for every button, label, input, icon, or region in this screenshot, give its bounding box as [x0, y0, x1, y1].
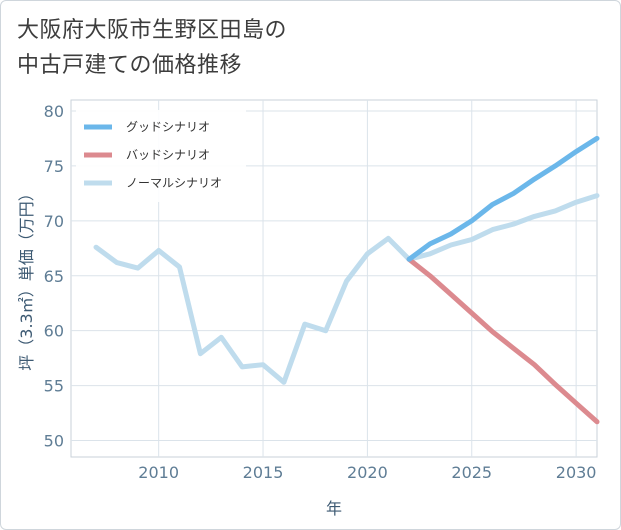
y-tick-label: 55: [44, 377, 64, 396]
legend-label-1: グッドシナリオ: [126, 120, 210, 134]
x-tick-label: 2025: [451, 463, 492, 482]
x-tick-label: 2015: [243, 463, 284, 482]
x-tick-label: 2030: [556, 463, 597, 482]
x-tick-label: 2020: [347, 463, 388, 482]
x-tick-labels: 2010 2015 2020 2025 2030: [138, 463, 596, 482]
y-tick-label: 65: [44, 267, 64, 286]
series-line-3: [93, 193, 600, 385]
y-tick-label: 80: [44, 102, 64, 121]
y-tick-label: 60: [44, 322, 64, 341]
grid-lines: [71, 100, 597, 457]
y-axis-label: 坪（3.3㎡）単価（万円）: [17, 185, 36, 370]
y-tick-label: 70: [44, 212, 64, 231]
series-line-1: [406, 135, 600, 262]
chart-title-line2: 中古戸建ての価格推移: [17, 53, 243, 78]
chart-title: 大阪府大阪市生野区田島の 中古戸建ての価格推移: [17, 13, 287, 83]
chart-title-line1: 大阪府大阪市生野区田島の: [17, 18, 288, 43]
y-tick-label: 75: [44, 157, 64, 176]
y-tick-labels: 50 55 60 65 70 75 80: [44, 102, 64, 451]
x-axis-label: 年: [326, 499, 342, 518]
y-tick-label: 50: [44, 432, 64, 451]
legend-label-3: ノーマルシナリオ: [126, 176, 222, 190]
x-tick-label: 2010: [138, 463, 179, 482]
series-line-2: [406, 256, 600, 425]
legend-label-2: バッドシナリオ: [126, 148, 210, 162]
series-layer: [93, 135, 600, 425]
